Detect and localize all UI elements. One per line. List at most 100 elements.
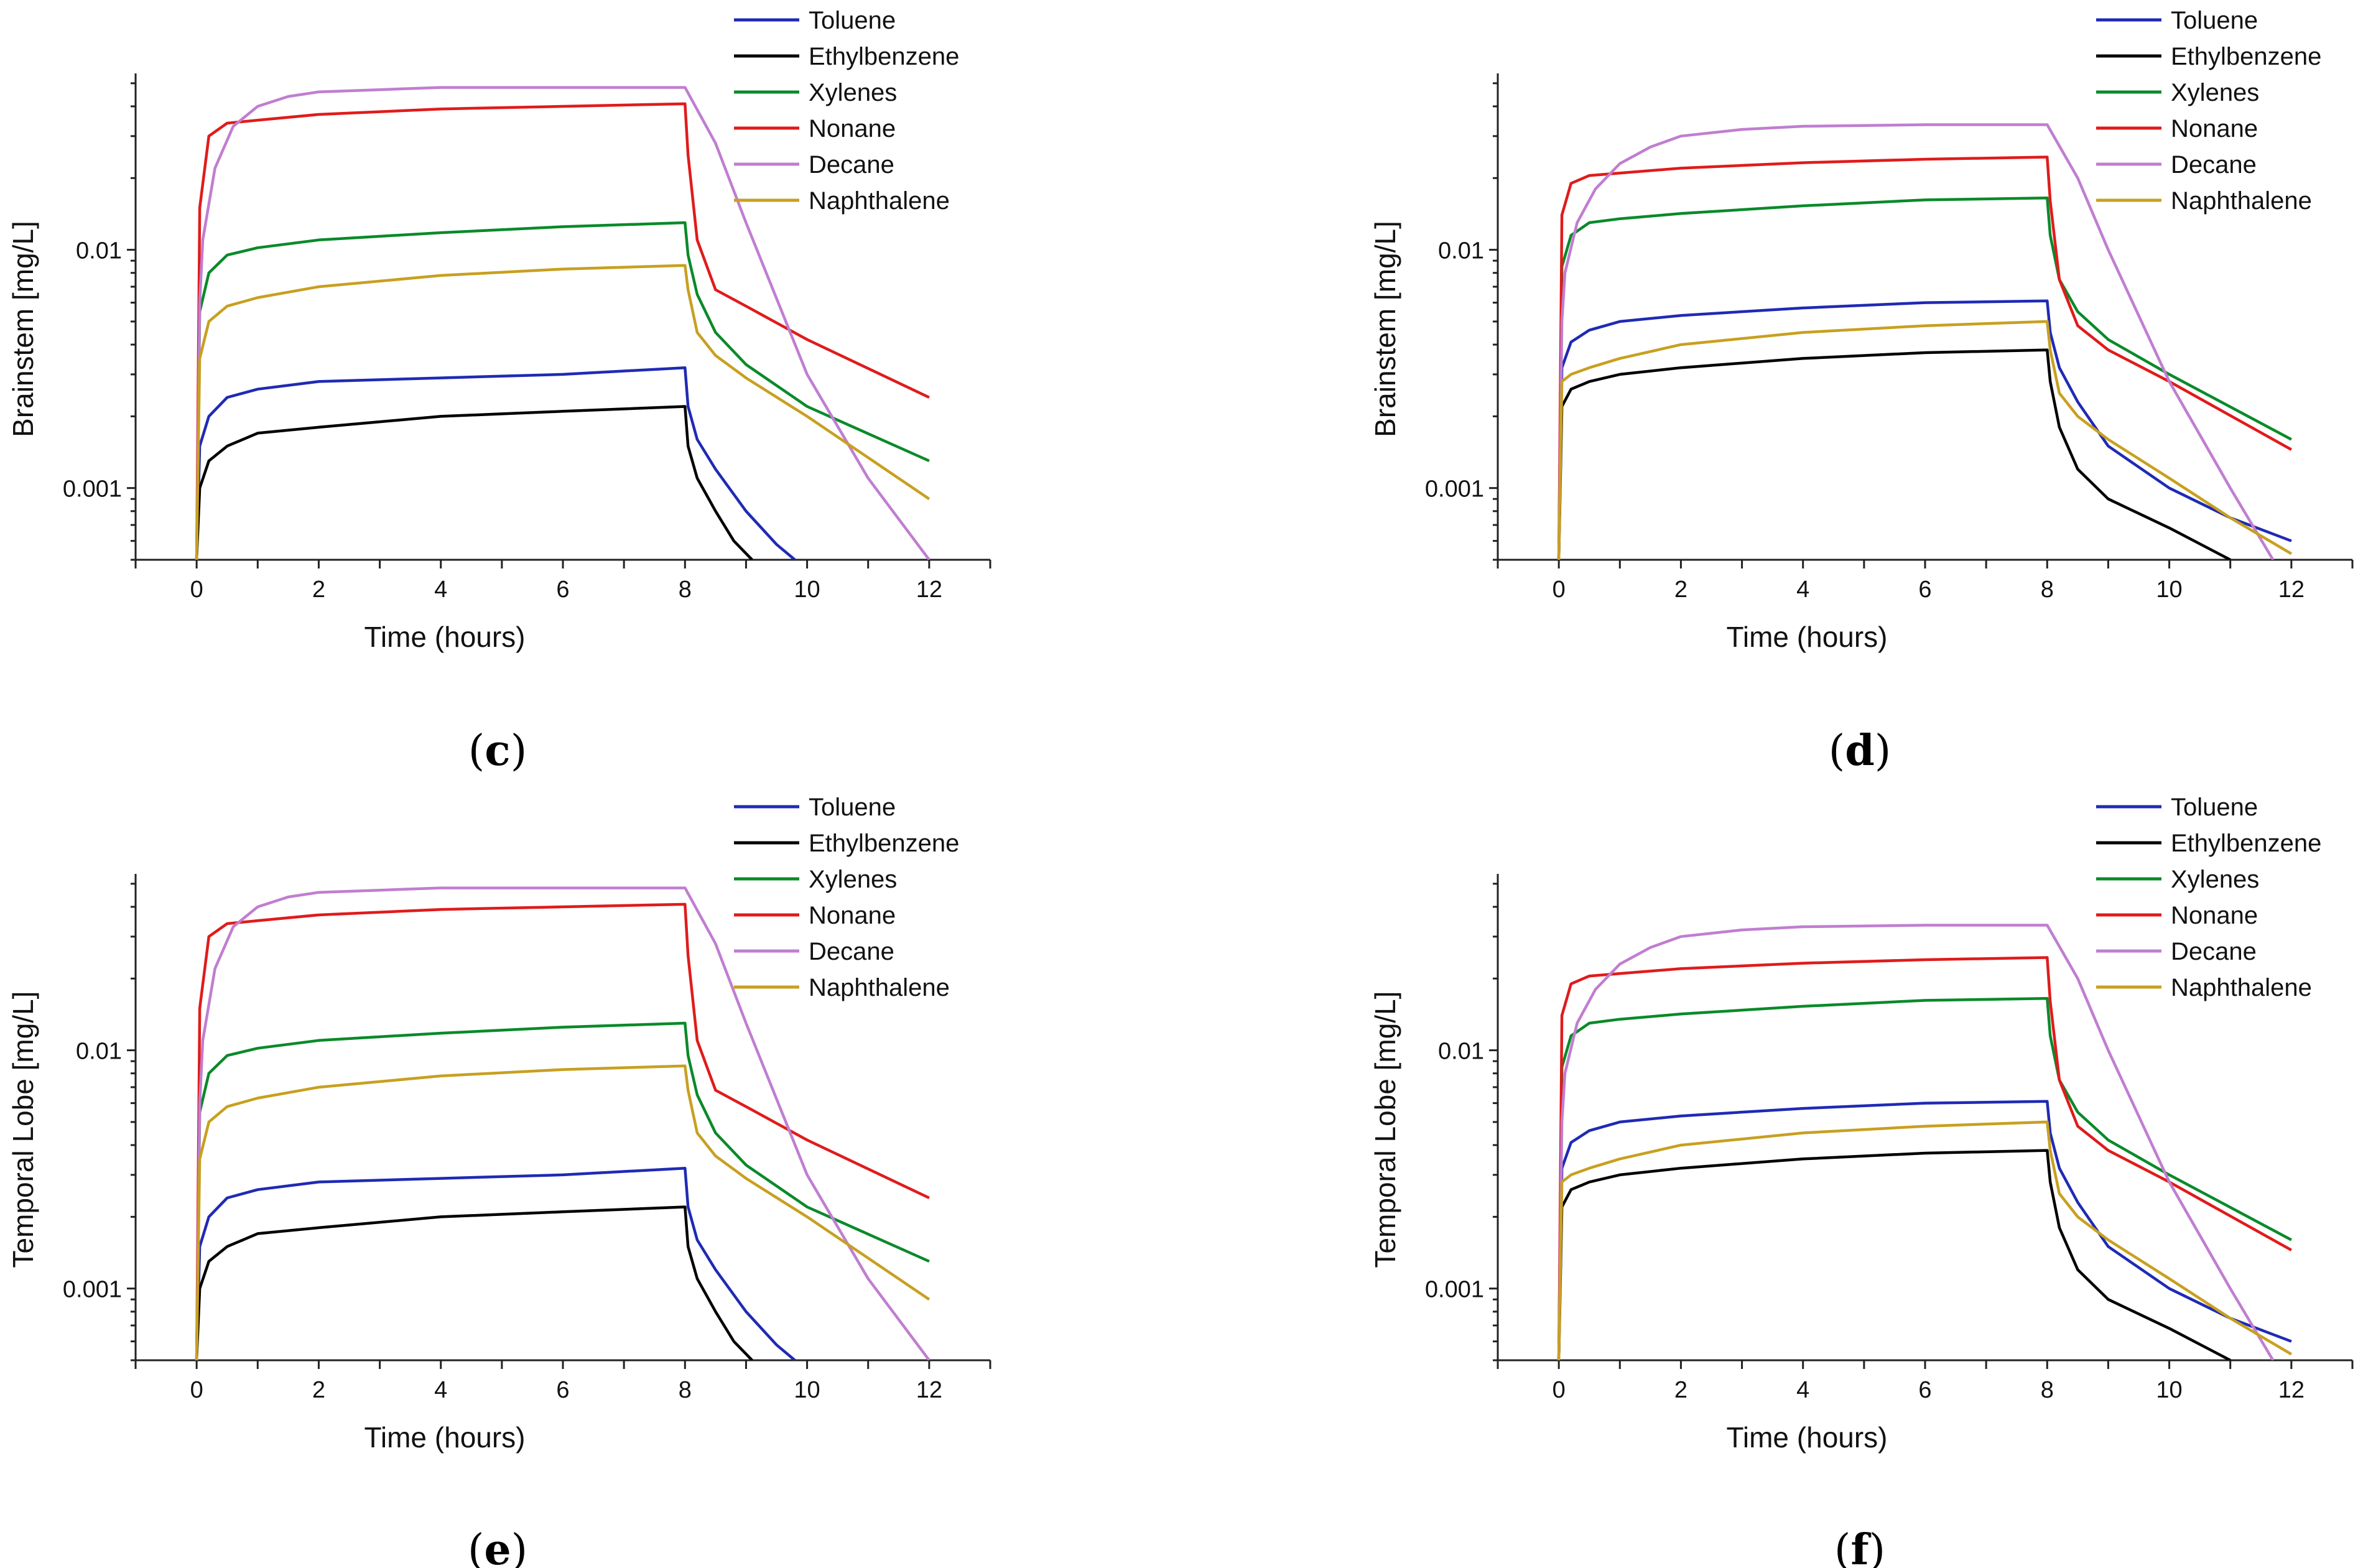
series-lines xyxy=(195,86,931,560)
x-tick-label: 2 xyxy=(1674,577,1687,603)
x-tick-label: 12 xyxy=(2278,1377,2305,1403)
series-line-decane xyxy=(195,86,931,560)
legend-label-xylenes: Xylenes xyxy=(809,866,897,893)
panel-label: (f) xyxy=(1834,1525,1885,1568)
legend: Toluene Ethylbenzene Xylenes Nonane Decane Na… xyxy=(734,794,959,1001)
series-line-nonane xyxy=(195,902,930,1360)
panel-label: (c) xyxy=(468,726,527,776)
legend: Toluene Ethylbenzene Xylenes Nonane Decane Na… xyxy=(2096,794,2321,1001)
x-tick-label: 10 xyxy=(2156,1377,2182,1403)
legend-label-ethylbenzene: Ethylbenzene xyxy=(2171,43,2321,70)
chart-panel-e: 0 2 4 6 8 10 12 0.001 0.01 Time (hours) Temporal L… xyxy=(7,794,991,1568)
x-axis-title: Time (hours) xyxy=(364,621,526,653)
x-tick-label: 0 xyxy=(1553,1377,1566,1403)
legend-label-naphthalene: Naphthalene xyxy=(2171,974,2312,1001)
x-tick-label: 0 xyxy=(190,577,203,603)
legend-label-nonane: Nonane xyxy=(809,902,896,929)
legend-label-xylenes: Xylenes xyxy=(809,79,897,106)
chart-panel-f: 0 2 4 6 8 10 12 0.001 0.01 Time (hours) Temporal L… xyxy=(1369,794,2354,1568)
y-axis-title: Brainstem [mg/L] xyxy=(7,221,39,437)
y-tick-label: 0.001 xyxy=(1425,1277,1484,1303)
legend-label-naphthalene: Naphthalene xyxy=(2171,187,2312,215)
legend-label-ethylbenzene: Ethylbenzene xyxy=(809,830,959,857)
x-tick-label: 2 xyxy=(312,577,325,603)
series-line-ethylbenzene xyxy=(1557,348,2231,560)
series-line-xylenes xyxy=(195,221,930,560)
series-line-nonane xyxy=(195,102,930,560)
x-tick-label: 12 xyxy=(2278,577,2305,603)
x-tick-label: 4 xyxy=(434,577,447,603)
legend-label-decane: Decane xyxy=(2171,151,2257,179)
x-tick-label: 10 xyxy=(794,1377,820,1403)
series-line-ethylbenzene xyxy=(195,1205,753,1360)
x-tick-label: 6 xyxy=(1918,1377,1931,1403)
x-tick-label: 8 xyxy=(679,1377,692,1403)
x-tick-label: 2 xyxy=(1674,1377,1687,1403)
x-axis-title: Time (hours) xyxy=(1727,621,1888,653)
y-axis-title: Temporal Lobe [mg/L] xyxy=(1369,991,1401,1268)
series-line-toluene xyxy=(195,1166,796,1360)
series-line-nonane xyxy=(1557,155,2292,560)
legend-label-ethylbenzene: Ethylbenzene xyxy=(809,43,959,70)
x-tick-label: 6 xyxy=(556,1377,569,1403)
panel-label: (e) xyxy=(468,1525,527,1568)
y-tick-label: 0.001 xyxy=(63,476,122,503)
y-tick-label: 0.001 xyxy=(1425,476,1484,503)
x-tick-label: 0 xyxy=(190,1377,203,1403)
series-lines xyxy=(1557,924,2293,1360)
panel-label: (d) xyxy=(1829,726,1892,776)
legend-label-decane: Decane xyxy=(2171,938,2257,965)
y-axis-title: Brainstem [mg/L] xyxy=(1369,221,1401,437)
series-line-naphthalene xyxy=(195,1064,931,1360)
series-line-xylenes xyxy=(1557,197,2292,560)
y-tick-label: 0.001 xyxy=(63,1277,122,1303)
series-lines xyxy=(1557,123,2293,560)
series-line-nonane xyxy=(1557,956,2292,1360)
legend-label-ethylbenzene: Ethylbenzene xyxy=(2171,830,2321,857)
x-axis-title: Time (hours) xyxy=(1727,1421,1888,1454)
legend-label-nonane: Nonane xyxy=(2171,902,2258,929)
legend-label-naphthalene: Naphthalene xyxy=(809,187,950,215)
y-tick-label: 0.01 xyxy=(76,1039,122,1065)
x-tick-label: 4 xyxy=(434,1377,447,1403)
legend-label-xylenes: Xylenes xyxy=(2171,866,2259,893)
x-axis-title: Time (hours) xyxy=(364,1421,526,1454)
legend-label-decane: Decane xyxy=(809,151,894,179)
x-tick-label: 6 xyxy=(556,577,569,603)
x-tick-label: 10 xyxy=(2156,577,2182,603)
series-line-ethylbenzene xyxy=(195,405,753,560)
x-tick-label: 8 xyxy=(679,577,692,603)
x-tick-label: 10 xyxy=(794,577,820,603)
legend-label-decane: Decane xyxy=(809,938,894,965)
series-line-xylenes xyxy=(1557,997,2292,1360)
x-tick-label: 2 xyxy=(312,1377,325,1403)
legend-label-nonane: Nonane xyxy=(809,115,896,142)
y-axis-title: Temporal Lobe [mg/L] xyxy=(7,991,39,1268)
series-line-ethylbenzene xyxy=(1557,1149,2231,1360)
x-tick-label: 12 xyxy=(916,1377,942,1403)
x-tick-label: 8 xyxy=(2041,1377,2054,1403)
y-tick-label: 0.01 xyxy=(76,238,122,264)
series-line-toluene xyxy=(195,366,796,560)
series-line-decane xyxy=(1557,924,2275,1360)
series-line-naphthalene xyxy=(1557,1120,2293,1360)
y-tick-label: 0.01 xyxy=(1438,1039,1484,1065)
x-tick-label: 4 xyxy=(1796,1377,1809,1403)
series-line-decane xyxy=(1557,123,2275,560)
legend-label-toluene: Toluene xyxy=(2171,7,2258,34)
series-line-decane xyxy=(195,886,931,1360)
series-line-naphthalene xyxy=(1557,320,2293,560)
x-tick-label: 4 xyxy=(1796,577,1809,603)
series-line-toluene xyxy=(1557,299,2292,560)
legend-label-naphthalene: Naphthalene xyxy=(809,974,950,1001)
legend: Toluene Ethylbenzene Xylenes Nonane Decane Na… xyxy=(734,7,959,215)
x-tick-label: 0 xyxy=(1553,577,1566,603)
legend-label-toluene: Toluene xyxy=(809,794,896,821)
legend-label-toluene: Toluene xyxy=(2171,794,2258,821)
chart-panel-c: 0 2 4 6 8 10 12 0.001 0.01 Time (hours) Brainstem … xyxy=(7,7,991,776)
legend-label-xylenes: Xylenes xyxy=(2171,79,2259,106)
x-tick-label: 6 xyxy=(1918,577,1931,603)
x-tick-label: 12 xyxy=(916,577,942,603)
y-tick-label: 0.01 xyxy=(1438,238,1484,264)
series-line-naphthalene xyxy=(195,264,931,560)
